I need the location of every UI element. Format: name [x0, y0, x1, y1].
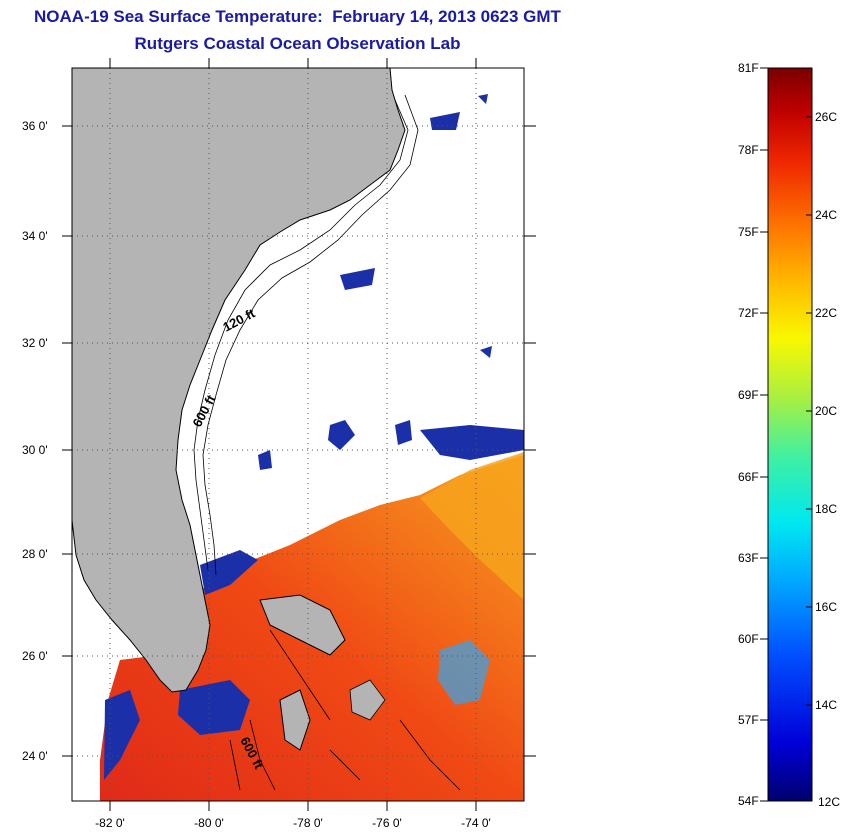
colorbar-f-label: 63F: [738, 551, 759, 565]
lon-label: -74 0': [461, 816, 491, 830]
longitude-labels: -82 0' -80 0' -78 0' -76 0' -74 0': [95, 816, 491, 830]
lat-label: 28 0': [22, 547, 48, 561]
island-shape: [349, 679, 386, 721]
lat-label: 30 0': [22, 443, 48, 457]
temperature-colorbar: [767, 67, 813, 802]
colorbar-c-label: 22C: [815, 306, 837, 320]
map-title: NOAA-19 Sea Surface Temperature: Februar…: [34, 7, 561, 26]
island-shape: [279, 689, 311, 751]
colorbar-f-label: 69F: [738, 388, 759, 402]
colorbar-f-label: 81F: [738, 61, 759, 75]
lon-label: -82 0': [95, 816, 125, 830]
colorbar-f-label: 75F: [738, 225, 759, 239]
colorbar-f-label: 54F: [738, 794, 759, 808]
colorbar-f-label: 78F: [738, 143, 759, 157]
lat-label: 32 0': [22, 336, 48, 350]
map-area: 120 ft 600 ft 600 ft: [72, 68, 524, 801]
latitude-labels: 36 0' 34 0' 32 0' 30 0' 28 0' 26 0' 24 0…: [22, 119, 48, 763]
graticule: [72, 68, 524, 801]
lat-label: 36 0': [22, 119, 48, 133]
colorbar-c-label: 14C: [815, 698, 837, 712]
colorbar-c-label: 20C: [815, 404, 837, 418]
island-shape: [259, 594, 346, 656]
gulf-stream-band: [420, 452, 524, 600]
colorbar-c-label: 16C: [815, 600, 837, 614]
axis-ticks: [62, 58, 536, 811]
lon-label: -78 0': [293, 816, 323, 830]
lon-label: -80 0': [194, 816, 224, 830]
colorbar-f-label: 60F: [738, 632, 759, 646]
lat-label: 24 0': [22, 749, 48, 763]
colorbar-ticks: [760, 67, 812, 802]
map-subtitle: Rutgers Coastal Ocean Observation Lab: [134, 34, 461, 53]
lat-label: 34 0': [22, 229, 48, 243]
land-mass: [72, 68, 406, 693]
map-frame: [71, 67, 525, 802]
colorbar-c-label: 24C: [815, 208, 837, 222]
colorbar-c-label: 12C: [818, 795, 840, 809]
colorbar-c-label: 18C: [815, 502, 837, 516]
colorbar-f-label: 57F: [738, 713, 759, 727]
lon-label: -76 0': [372, 816, 402, 830]
lat-label: 26 0': [22, 649, 48, 663]
depth-contours: [193, 94, 461, 791]
colorbar-c-label: 26C: [815, 110, 837, 124]
colorbar-f-label: 72F: [738, 306, 759, 320]
cloud-mask-patches: [104, 85, 524, 780]
colorbar-fahrenheit-labels: 81F 78F 75F 72F 69F 66F 63F 60F 57F 54F: [738, 61, 759, 808]
colorbar-celsius-labels: 26C 24C 22C 20C 18C 16C 14C 12C: [815, 110, 840, 809]
colorbar-f-label: 66F: [738, 470, 759, 484]
